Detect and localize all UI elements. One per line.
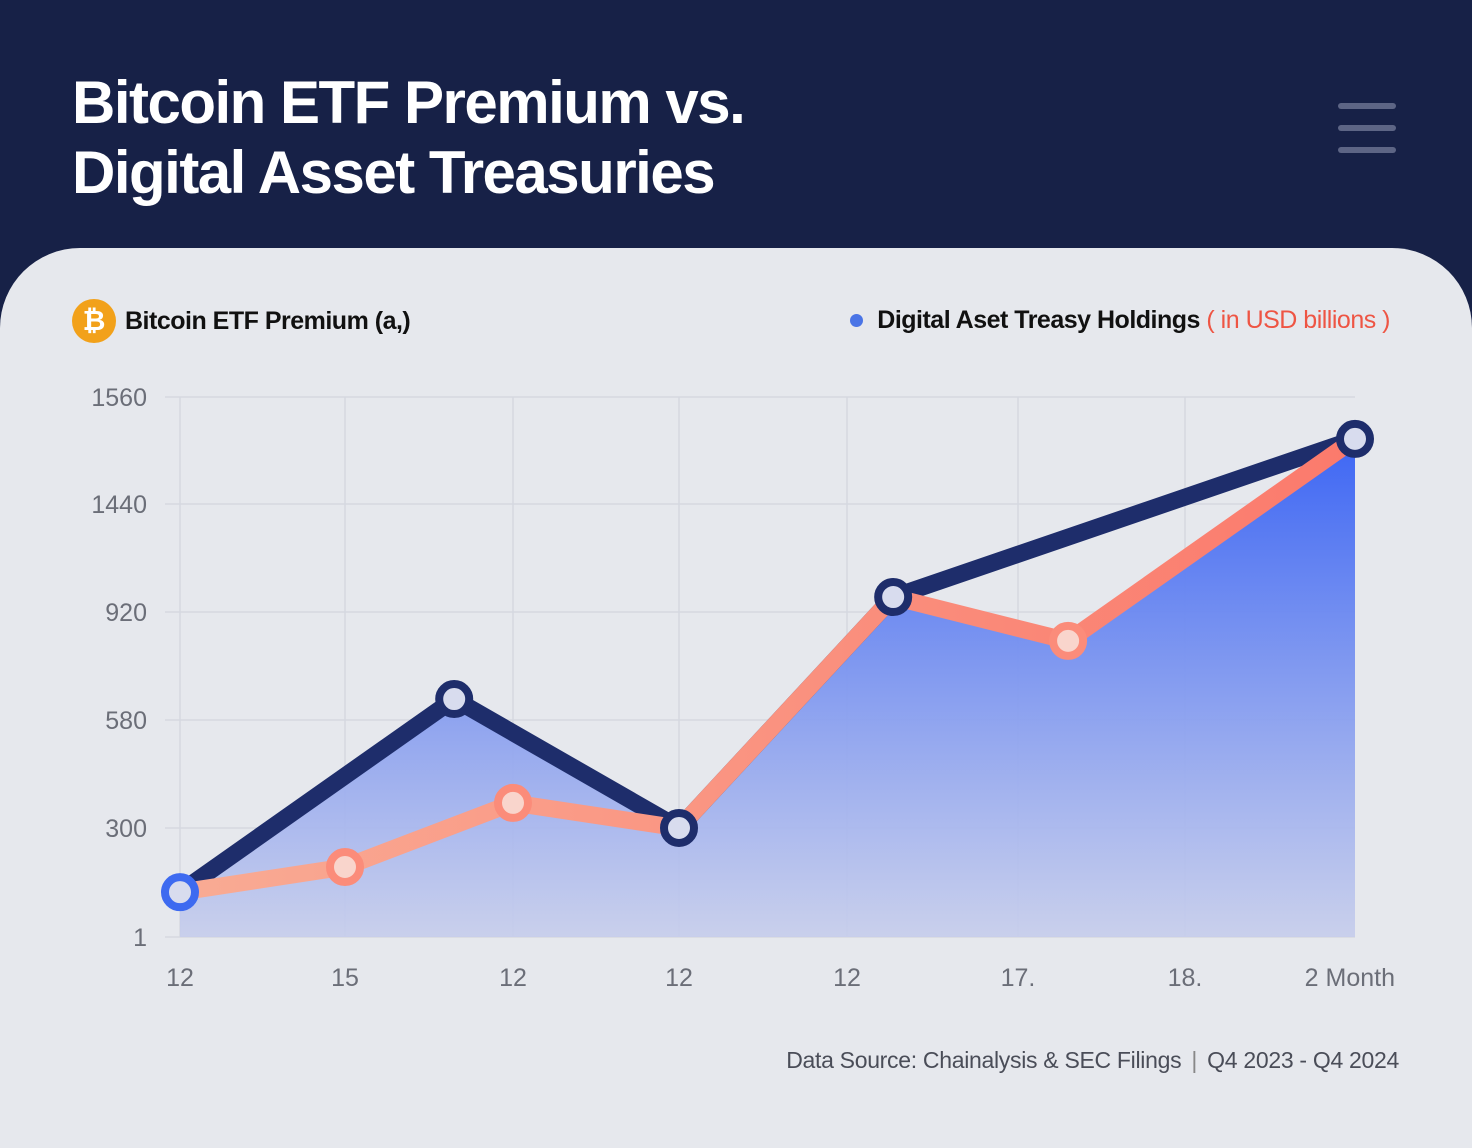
x-tick-label: 12 [166,964,194,992]
separator: | [1191,1047,1198,1073]
data-point-first [161,873,199,912]
data-point-navy [660,809,698,847]
title-line-2: Digital Asset Treasuries [72,139,716,206]
x-tick-label: 12 [833,964,861,992]
x-tick-label: 17. [1001,964,1036,992]
y-tick-label: 300 [105,815,147,843]
x-tick-label: 12 [665,964,693,992]
data-source-footer: Data Source: Chainalysis & SEC Filings |… [786,1047,1399,1074]
legend-unit: ( in USD billions ) [1206,306,1390,334]
x-tick-label: 15 [331,964,359,992]
data-point-salmon [494,783,532,822]
data-point-navy [435,680,474,719]
legend-dot-icon [850,314,864,327]
x-tick-label: 2 Month [1305,964,1395,992]
bitcoin-icon: ₿ [72,299,116,343]
y-tick-label: 920 [105,599,147,627]
legend-bitcoin-etf-premium: ₿ Bitcoin ETF Premium (a,) [72,299,411,343]
y-tick-label: 580 [105,707,147,735]
data-point-navy [1336,419,1374,458]
title-line-1: Bitcoin ETF Premium vs. [72,69,746,136]
data-point-navy [874,578,913,617]
legend-digital-asset-treasury: Digital Aset Treasy Holdings ( in USD bi… [850,306,1390,335]
source-text: Data Source: Chainalysis & SEC Filings [786,1047,1182,1073]
y-tick-label: 1560 [91,384,147,412]
page-title: Bitcoin ETF Premium vs. Digital Asset Tr… [72,68,746,208]
hamburger-menu-icon[interactable] [1338,103,1396,155]
x-tick-label: 12 [499,964,527,992]
y-tick-label: 1440 [91,491,147,519]
data-point-salmon [326,848,364,887]
data-point-salmon [1049,621,1088,660]
legend-label: Digital Aset Treasy Holdings ( in USD bi… [877,306,1390,335]
x-tick-label: 18. [1168,964,1203,992]
period-text: Q4 2023 - Q4 2024 [1207,1047,1399,1073]
legend-label: Bitcoin ETF Premium (a,) [125,306,411,335]
y-tick-label: 1 [133,924,147,952]
legend-series-name: Digital Aset Treasy Holdings [877,306,1200,334]
